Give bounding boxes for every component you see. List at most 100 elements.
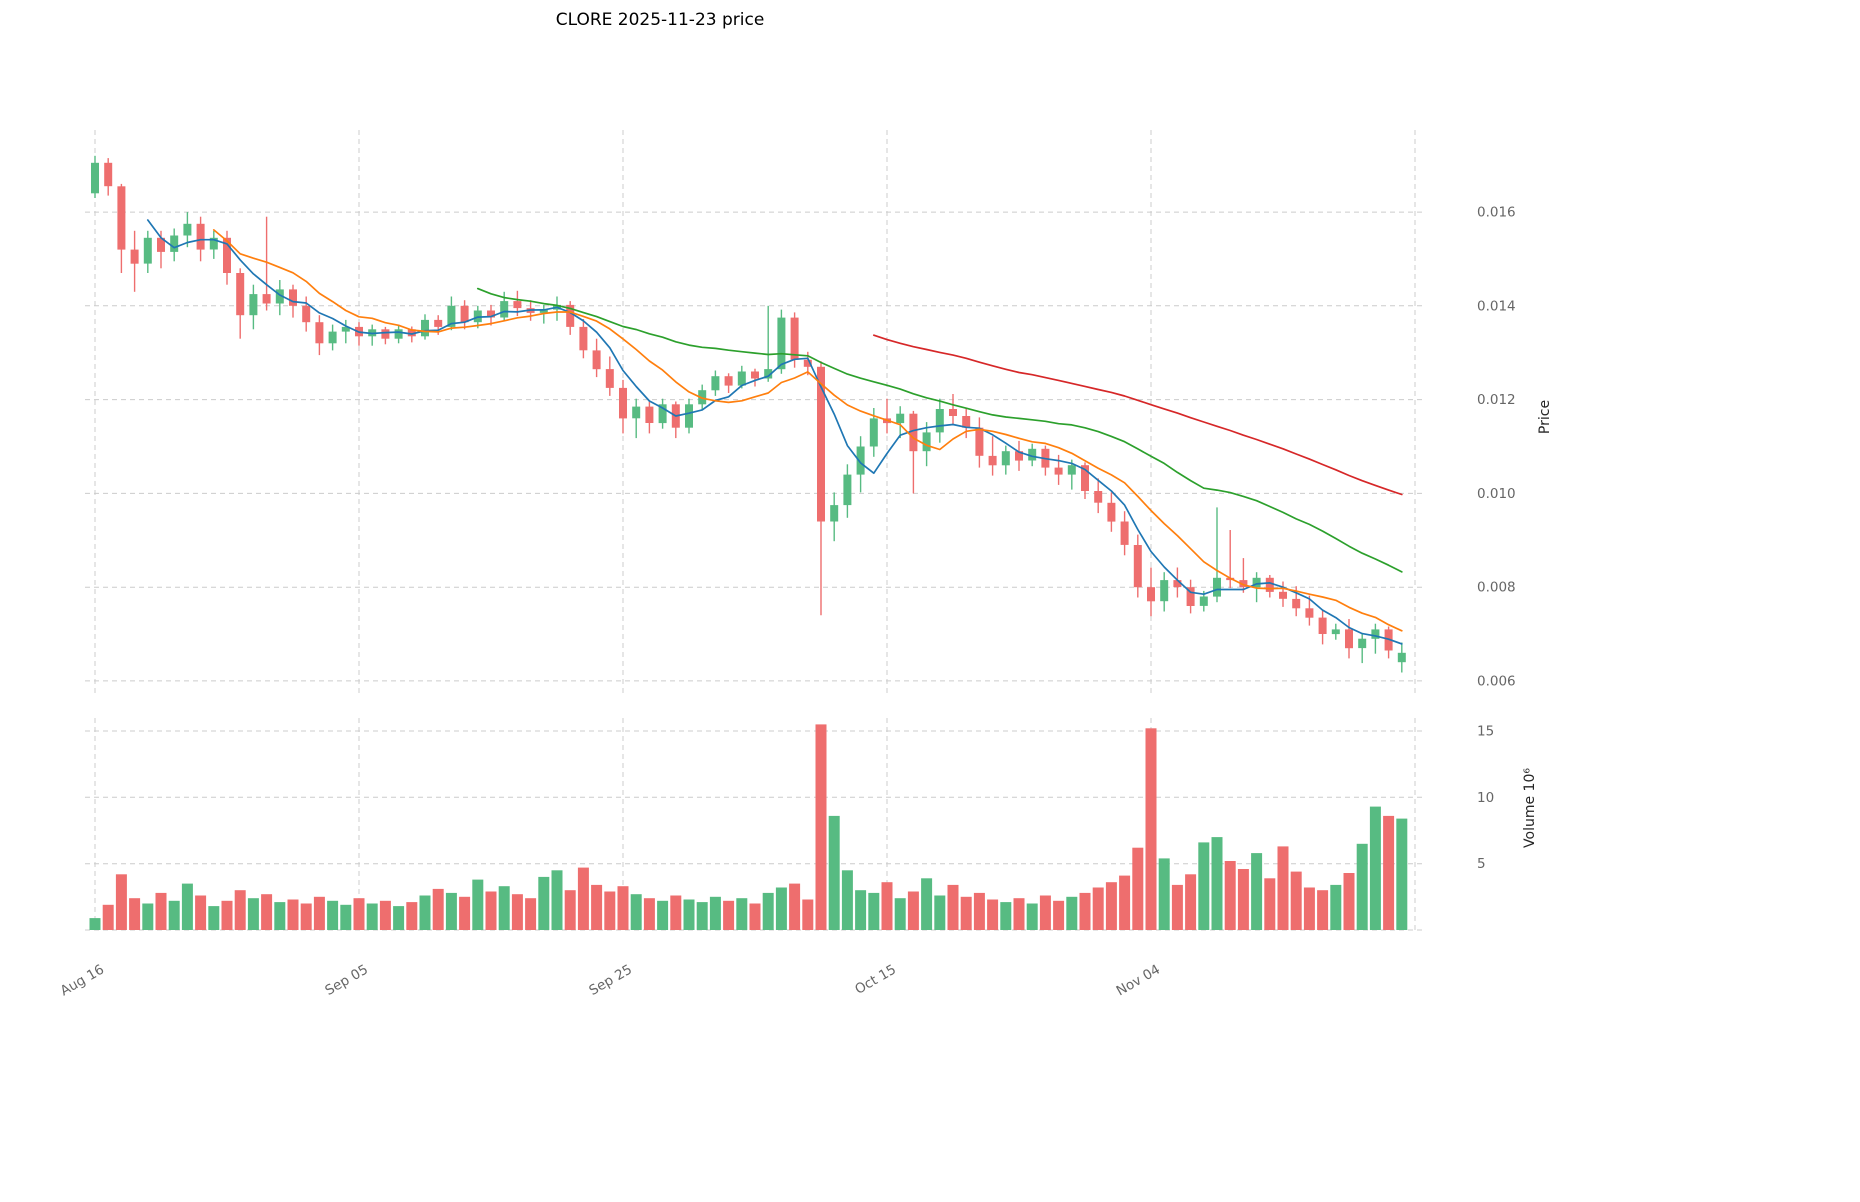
volume-bar (921, 878, 933, 930)
ma-line-sma30 (476, 287, 1403, 573)
volume-bar (142, 903, 154, 930)
volume-bar (1013, 898, 1025, 930)
volume-bar (525, 898, 537, 930)
x-tick-label: Aug 16 (58, 962, 107, 1000)
volume-bar (881, 882, 893, 930)
candle-body (1054, 467, 1063, 475)
volume-bar (973, 892, 985, 930)
candle-body (447, 305, 456, 327)
volume-bar (868, 892, 880, 930)
candle-body (1371, 629, 1380, 639)
volume-bar (1066, 896, 1078, 930)
candle-body (1094, 491, 1103, 503)
volume-bar (1251, 853, 1263, 930)
volume-bar (643, 898, 655, 930)
volume-bar (313, 896, 325, 930)
volume-bar (815, 724, 827, 930)
volume-bar (723, 900, 735, 930)
volume-bar (1224, 861, 1236, 930)
volume-bar (234, 890, 246, 930)
x-tick-label: Oct 15 (852, 962, 899, 998)
candle-body (685, 404, 693, 428)
candle-body (249, 294, 258, 316)
candle-body (289, 289, 297, 306)
volume-bar (1171, 884, 1183, 930)
candle-body (170, 235, 179, 252)
volume-bar (617, 886, 629, 930)
candle-body (645, 406, 654, 423)
candle-body (539, 309, 548, 313)
candle-body (698, 390, 707, 405)
candle-body (1331, 629, 1340, 635)
candle-body (1265, 577, 1274, 592)
volume-bar (749, 903, 761, 930)
volume-bar (181, 883, 193, 930)
volume-bars-layer (89, 724, 1408, 930)
price-tick-label: 0.008 (1477, 580, 1516, 596)
candle-body (1252, 577, 1261, 588)
candle-body (1120, 521, 1129, 545)
chart-title: CLORE 2025-11-23 price (555, 10, 765, 30)
candle-body (1001, 451, 1010, 466)
candle-body (500, 301, 509, 318)
candle-body (962, 416, 971, 428)
candle-body (262, 294, 271, 304)
candle-body (315, 322, 324, 344)
x-tick-label: Nov 04 (1114, 962, 1163, 1000)
volume-bar (327, 900, 339, 930)
candle-body (1358, 638, 1367, 649)
candle-body (1160, 580, 1169, 602)
candle-body (790, 317, 799, 360)
volume-bar (129, 898, 141, 930)
candle-body (91, 162, 99, 194)
volume-bar (1343, 873, 1355, 930)
volume-bar (498, 886, 510, 930)
candle-body (751, 371, 759, 379)
volume-bar (1053, 900, 1065, 930)
candle-body (843, 474, 852, 506)
price-tick-label: 0.010 (1477, 486, 1516, 502)
candle-body (157, 237, 165, 252)
gridlines (85, 130, 1425, 931)
candle-body (381, 329, 390, 339)
volume-bar (683, 899, 695, 930)
volume-bar (1000, 902, 1012, 930)
ma-line-sma60 (872, 334, 1403, 496)
volume-bar (89, 918, 101, 930)
volume-bar (195, 895, 207, 930)
volume-bar (1317, 890, 1329, 930)
candle-body (1239, 580, 1248, 588)
candle-body (1279, 591, 1287, 599)
volume-bar (828, 815, 840, 930)
candle-body (209, 237, 218, 250)
volume-bar (472, 879, 484, 930)
volume-bar (419, 895, 431, 930)
candle-body (143, 237, 152, 264)
volume-bar (445, 892, 457, 930)
volume-bar (802, 899, 814, 930)
volume-tick-label: 15 (1477, 724, 1494, 740)
candle-body (566, 304, 575, 327)
volume-bar (168, 900, 180, 930)
candle-body (1213, 577, 1221, 597)
volume-bar (1237, 869, 1249, 930)
candle-body (935, 409, 944, 433)
candle-body (1318, 617, 1327, 634)
volume-bar (353, 898, 365, 930)
candle-body (1107, 502, 1116, 522)
candle-body (619, 387, 627, 419)
candle-body (1067, 465, 1076, 475)
candle-body (909, 413, 918, 452)
volume-bar (247, 898, 259, 930)
ma-line-sma10 (212, 229, 1403, 632)
volume-bar (696, 902, 708, 930)
candle-body (737, 371, 746, 386)
volume-bar (1039, 895, 1051, 930)
candle-body (434, 319, 443, 327)
candle-body (1345, 629, 1353, 649)
volume-bar (538, 876, 550, 930)
volume-bar (261, 894, 273, 930)
candle-body (724, 376, 733, 386)
volume-bar (934, 895, 946, 930)
volume-bar (155, 892, 167, 930)
